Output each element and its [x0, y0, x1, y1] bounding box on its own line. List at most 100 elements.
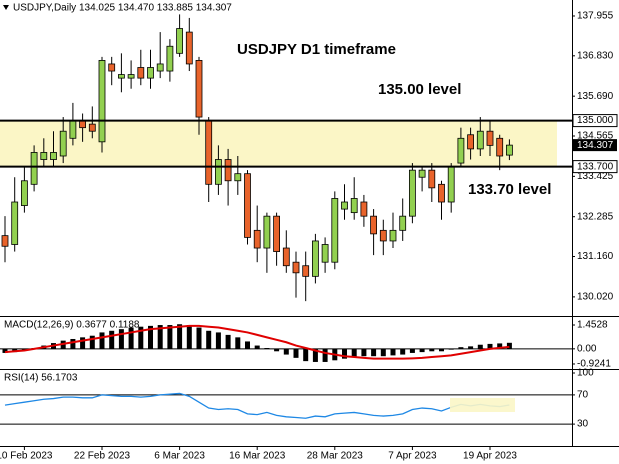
macd-bar — [177, 324, 183, 349]
y-tick-label: 131.160 — [577, 251, 614, 262]
candle-body — [273, 215, 281, 252]
candle-body — [59, 130, 67, 157]
level-label: 135.000 — [577, 115, 614, 126]
candle-body — [457, 137, 465, 164]
y-tick-label: 100 — [577, 368, 594, 379]
candle-body — [88, 123, 96, 132]
macd-bar — [264, 348, 270, 349]
macd-bar — [342, 348, 347, 359]
macd-bar — [400, 348, 406, 355]
macd-bar — [148, 325, 153, 349]
candle-body — [476, 130, 484, 150]
candle-body — [108, 63, 116, 72]
candle-body — [195, 60, 203, 118]
candle-body — [69, 120, 77, 139]
candle-body — [282, 247, 290, 267]
y-tick-label: 1.4528 — [577, 320, 608, 331]
candle-body — [331, 198, 339, 263]
y-tick-label: 130.020 — [577, 292, 614, 303]
candle-body — [311, 240, 319, 277]
macd-bar — [167, 325, 173, 349]
rsi-title: RSI(14) 56.1703 — [4, 373, 78, 384]
macd-bar — [487, 343, 493, 349]
macd-bar — [448, 348, 454, 350]
candle-body — [447, 166, 455, 203]
candle-body — [418, 169, 426, 178]
current-price-label: 134.307 — [577, 140, 614, 151]
macd-bar — [215, 332, 221, 349]
candle-body — [302, 265, 310, 277]
candle-body — [486, 130, 494, 146]
rsi-highlight — [450, 398, 515, 412]
macd-bar — [109, 330, 115, 349]
macd-bar — [99, 332, 105, 349]
macd-bar — [274, 348, 280, 352]
candle-body — [224, 159, 232, 182]
y-tick-label: 136.830 — [577, 50, 614, 61]
candle-body — [205, 120, 213, 185]
macd-bar — [118, 329, 124, 349]
candle-body — [147, 67, 154, 79]
y-tick-label: 134.565 — [577, 131, 614, 142]
macd-bar — [380, 348, 386, 357]
x-tick-label: 10 Feb 2023 — [0, 451, 53, 462]
macd-bar — [89, 335, 95, 349]
candle-body — [98, 60, 106, 143]
macd-bar — [128, 327, 134, 349]
macd-bar — [371, 348, 377, 357]
candle-body — [321, 244, 329, 263]
plot-layer: 137.955 136.830 135.690 134.565 133.425 132.2… — [0, 11, 618, 462]
candle-body — [263, 215, 271, 249]
y-tick-label: 70 — [577, 390, 589, 401]
candle-body — [1, 235, 9, 247]
candle-body — [399, 215, 407, 231]
candle-body — [185, 31, 193, 65]
candle-body — [370, 215, 378, 235]
macd-bar — [293, 348, 299, 358]
macd-bar — [196, 327, 202, 349]
macd-bar — [235, 337, 241, 349]
candle-body — [166, 45, 174, 72]
macd-bar — [225, 334, 231, 349]
macd-bar — [157, 325, 163, 349]
macd-bar — [70, 338, 76, 349]
macd-bar — [361, 348, 367, 357]
level-annotation: 133.70 level — [468, 181, 551, 198]
macd-bar — [429, 348, 435, 352]
candle-body — [341, 201, 348, 210]
macd-bar — [283, 348, 289, 355]
macd-bar — [254, 345, 260, 349]
candle-body — [50, 152, 57, 160]
y-tick-label: 137.955 — [577, 11, 614, 22]
candle-body — [350, 198, 358, 214]
x-tick-label: 6 Mar 2023 — [154, 451, 205, 462]
y-tick-label: 135.690 — [577, 91, 614, 102]
signal-line — [4, 324, 510, 360]
y-tick-label: 0.00 — [577, 343, 597, 354]
level-annotation: 135.00 level — [378, 81, 461, 98]
candle-body — [292, 261, 300, 274]
y-tick-label: 30 — [577, 419, 589, 430]
x-tick-label: 22 Feb 2023 — [74, 451, 131, 462]
candle-body — [137, 67, 145, 79]
y-tick-label: 132.285 — [577, 211, 614, 222]
macd-bar — [390, 348, 396, 356]
x-tick-label: 16 Mar 2023 — [229, 451, 286, 462]
candle-body — [505, 144, 513, 156]
chart-title: USDJPY D1 timeframe — [237, 41, 396, 58]
macd-bar — [497, 343, 503, 349]
macd-bar — [186, 325, 192, 349]
candle-body — [253, 229, 261, 249]
macd-bar — [409, 348, 415, 353]
macd-bar — [351, 348, 357, 358]
macd-bar — [138, 326, 144, 349]
candle-body — [11, 201, 19, 245]
candle-body — [389, 229, 397, 242]
menu-icon — [3, 5, 9, 10]
macd-bar — [477, 344, 483, 349]
macd-bar — [439, 348, 444, 352]
x-tick-label: 7 Apr 2023 — [388, 451, 437, 462]
macd-title: MACD(12,26,9) 0.3677 0.1188 — [4, 320, 140, 331]
candle-body — [234, 173, 242, 182]
candle-body — [496, 137, 504, 157]
